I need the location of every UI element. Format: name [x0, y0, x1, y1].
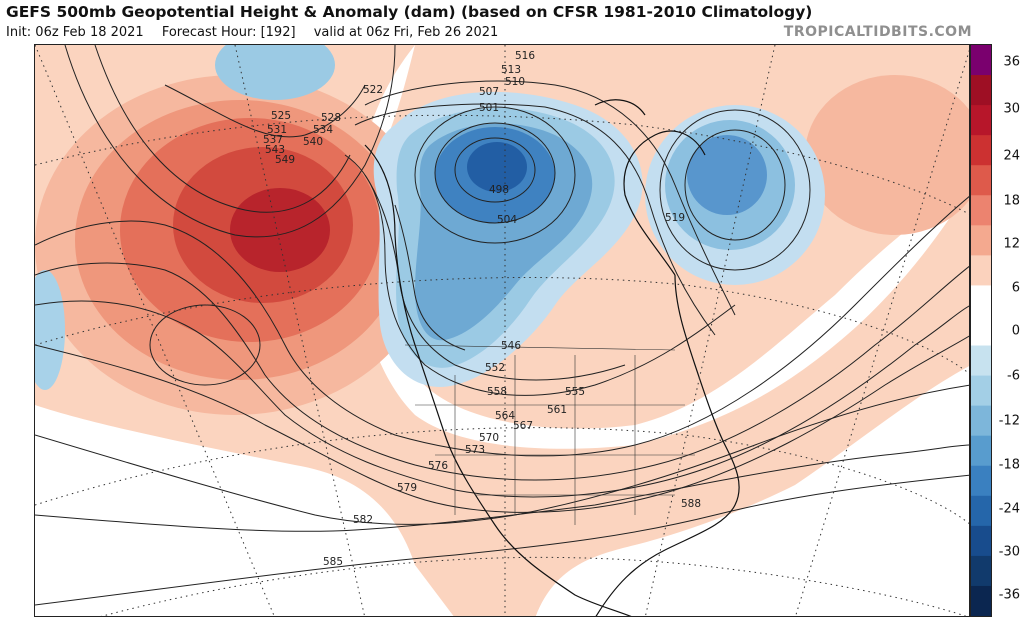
colorbar-segment	[971, 465, 991, 497]
colorbar-segment	[971, 135, 991, 166]
contour-label: 567	[513, 420, 533, 432]
contour-label: 579	[397, 482, 417, 494]
colorbar-segment	[971, 285, 991, 316]
contour-label: 504	[497, 214, 517, 226]
colorbar-segment	[971, 195, 991, 226]
contour-label: 570	[479, 432, 499, 444]
colorbar-segment	[971, 105, 991, 136]
colorbar-tick-label: -30	[998, 544, 1020, 560]
colorbar-segment	[971, 255, 991, 286]
latlon-grid	[35, 45, 969, 616]
contour-label: 549	[275, 154, 295, 166]
colorbar-segment	[971, 375, 991, 407]
colorbar-tick-label: 12	[1003, 236, 1020, 252]
height-contours	[35, 45, 969, 606]
contour-label: 543	[265, 144, 285, 156]
colorbar-segment	[971, 405, 991, 437]
contour-label: 531	[267, 124, 287, 136]
contour-label: 555	[565, 386, 585, 398]
colorbar-segment	[971, 225, 991, 256]
colorbar-tick-label: 18	[1003, 193, 1020, 209]
contour-label: 588	[681, 498, 701, 510]
positive-anomaly-lower	[375, 296, 969, 616]
colorbar-tick-label: -18	[998, 457, 1020, 473]
contour-label: 513	[501, 64, 521, 76]
contour-label: 564	[495, 410, 515, 422]
map-subtitle: Init: 06z Feb 18 2021 Forecast Hour: [19…	[6, 25, 512, 40]
ridge-anomaly-30	[230, 188, 330, 272]
contour-label-group: 516 513 510 507 501 498 504 522 525 528 …	[263, 50, 701, 568]
colorbar-tick-label: -24	[998, 501, 1020, 517]
forecast-hour: Forecast Hour: [192]	[161, 25, 296, 40]
contour-label: 528	[321, 112, 341, 124]
colorbar	[970, 44, 992, 617]
colorbar-segment	[971, 435, 991, 467]
colorbar-tick-label: -6	[1007, 368, 1020, 384]
contour-label: 522	[363, 84, 383, 96]
contour-label: 585	[323, 556, 343, 568]
hawaii-anomaly	[35, 270, 65, 390]
contour-label: 498	[489, 184, 509, 196]
colorbar-tick-label: 30	[1003, 101, 1020, 117]
contour-label: 510	[505, 76, 525, 88]
colorbar-tick-label: 36	[1003, 54, 1020, 70]
init-time: Init: 06z Feb 18 2021	[6, 25, 144, 40]
coastlines	[364, 99, 740, 616]
contour-label: 573	[465, 444, 485, 456]
colorbar-segment	[971, 585, 991, 616]
colorbar-tick-label: -12	[998, 413, 1020, 429]
colorbar-tick-label: 6	[1011, 280, 1020, 296]
map-panel: 516 513 510 507 501 498 504 522 525 528 …	[34, 44, 970, 617]
colorbar-labels: 36 30 24 18 12 6 0 -6 -12 -18 -24 -30 -36	[996, 44, 1024, 617]
colorbar-segment	[971, 345, 991, 377]
colorbar-tick-label: 24	[1003, 148, 1020, 164]
contour-label: 507	[479, 86, 499, 98]
colorbar-segment	[971, 45, 991, 76]
contour-label: 582	[353, 514, 373, 526]
valid-time: valid at 06z Fri, Feb 26 2021	[313, 25, 499, 40]
colorbar-segment	[971, 525, 991, 557]
colorbar-segment	[971, 495, 991, 527]
contour-label: 546	[501, 340, 521, 352]
site-watermark: TROPICALTIDBITS.COM	[783, 24, 972, 40]
contour-label: 516	[515, 50, 535, 62]
contour-label: 558	[487, 386, 507, 398]
north-pacific-low	[215, 45, 335, 100]
colorbar-tick-label: 0	[1011, 323, 1020, 339]
contour-label: 576	[428, 460, 448, 472]
colorbar-segment	[971, 555, 991, 587]
atlantic-ridge	[805, 75, 969, 235]
map-title: GEFS 500mb Geopotential Height & Anomaly…	[6, 3, 813, 21]
colorbar-segment	[971, 75, 991, 106]
contour-label: 525	[271, 110, 291, 122]
contour-label: 537	[263, 134, 283, 146]
contour-label: 552	[485, 362, 505, 374]
anomaly-map: 516 513 510 507 501 498 504 522 525 528 …	[35, 45, 969, 616]
colorbar-segment	[971, 165, 991, 196]
contour-label: 519	[665, 212, 685, 224]
contour-label: 534	[313, 124, 333, 136]
colorbar-segment	[971, 315, 991, 347]
contour-label: 561	[547, 404, 567, 416]
atlantic-trough-18	[687, 135, 767, 215]
contour-label: 540	[303, 136, 323, 148]
state-borders	[404, 344, 695, 525]
trough-anomaly-30	[467, 142, 527, 192]
colorbar-tick-label: -36	[998, 587, 1020, 603]
contour-label: 501	[479, 102, 499, 114]
